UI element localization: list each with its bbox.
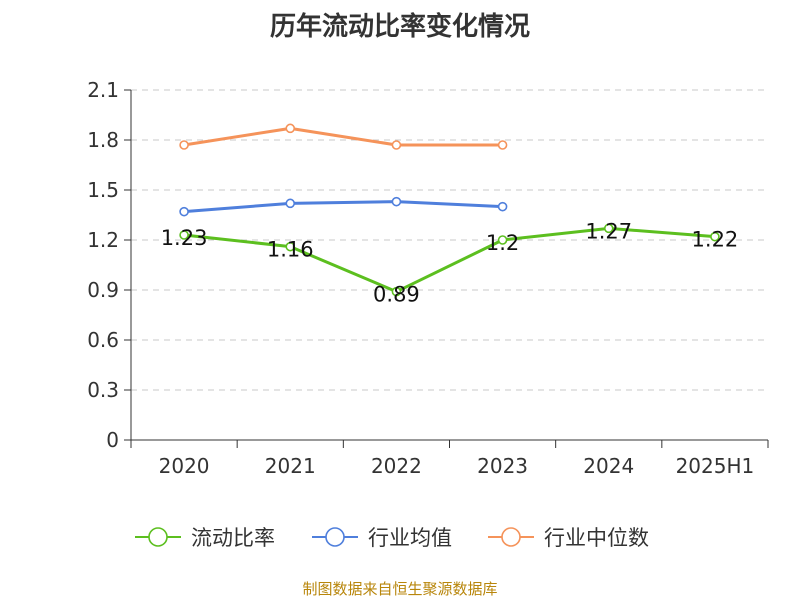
- series-line-0: [183, 226, 716, 294]
- y-tick-label: 1.2: [87, 228, 119, 252]
- legend-label: 行业中位数: [544, 526, 649, 550]
- x-tick-label: 2020: [159, 454, 210, 478]
- x-tick-label: 2025H1: [676, 454, 755, 478]
- y-tick-label: 2.1: [87, 78, 119, 102]
- data-point: [391, 140, 402, 150]
- x-tick-label: 2023: [477, 454, 528, 478]
- data-label: 1.27: [585, 219, 632, 243]
- legend-marker: [325, 527, 345, 547]
- legend-marker: [501, 527, 521, 547]
- chart-title: 历年流动比率变化情况: [269, 12, 530, 42]
- data-point: [603, 223, 614, 234]
- legend-marker: [148, 527, 168, 547]
- y-tick-label: 1.8: [87, 128, 119, 152]
- legend-item-2: 行业中位数: [488, 526, 649, 550]
- data-label: 0.89: [373, 283, 420, 307]
- data-point: [391, 196, 402, 207]
- data-point: [179, 206, 189, 217]
- x-tick-label: 2021: [265, 454, 316, 478]
- data-point: [497, 140, 508, 150]
- y-tick-label: 0.9: [87, 278, 119, 302]
- data-point: [285, 241, 296, 252]
- grid-lines: [131, 89, 768, 391]
- y-tick-label: 0.6: [87, 328, 119, 352]
- data-label: 1.23: [161, 226, 208, 250]
- legend-label: 行业均值: [368, 526, 452, 550]
- legend-item-1: 行业均值: [312, 526, 452, 550]
- axes: 0 0.3 0.6 0.9 1.2 1.5 1.8 2.1 2020 2021 2022 2023 20…: [87, 78, 769, 478]
- data-point: [710, 231, 720, 242]
- data-point: [391, 286, 402, 297]
- y-tick-label: 0: [106, 428, 119, 452]
- legend-item-0: 流动比率: [135, 526, 275, 550]
- legend-label: 流动比率: [191, 526, 275, 550]
- series-line-2: [183, 126, 503, 147]
- x-tick-label: 2022: [371, 454, 422, 478]
- data-point: [497, 201, 508, 212]
- legend: 流动比率 行业均值 行业中位数: [135, 526, 649, 550]
- data-point: [285, 123, 296, 134]
- data-point: [285, 198, 296, 209]
- data-label: 1.16: [267, 238, 314, 262]
- x-tick-label: 2024: [583, 454, 634, 478]
- data-label: 1.22: [692, 228, 739, 252]
- data-point: [179, 230, 189, 240]
- y-tick-label: 0.3: [87, 378, 119, 402]
- data-point: [497, 235, 508, 245]
- y-tick-label: 1.5: [87, 178, 119, 202]
- data-label: 1.2: [486, 231, 519, 255]
- data-source-note: 制图数据来自恒生聚源数据库: [302, 580, 498, 598]
- data-point: [179, 140, 189, 150]
- data-labels: 1.23 1.16 0.89 1.2 1.27 1.22: [161, 219, 739, 306]
- series-line-1: [183, 200, 503, 214]
- series-lines: [179, 123, 720, 297]
